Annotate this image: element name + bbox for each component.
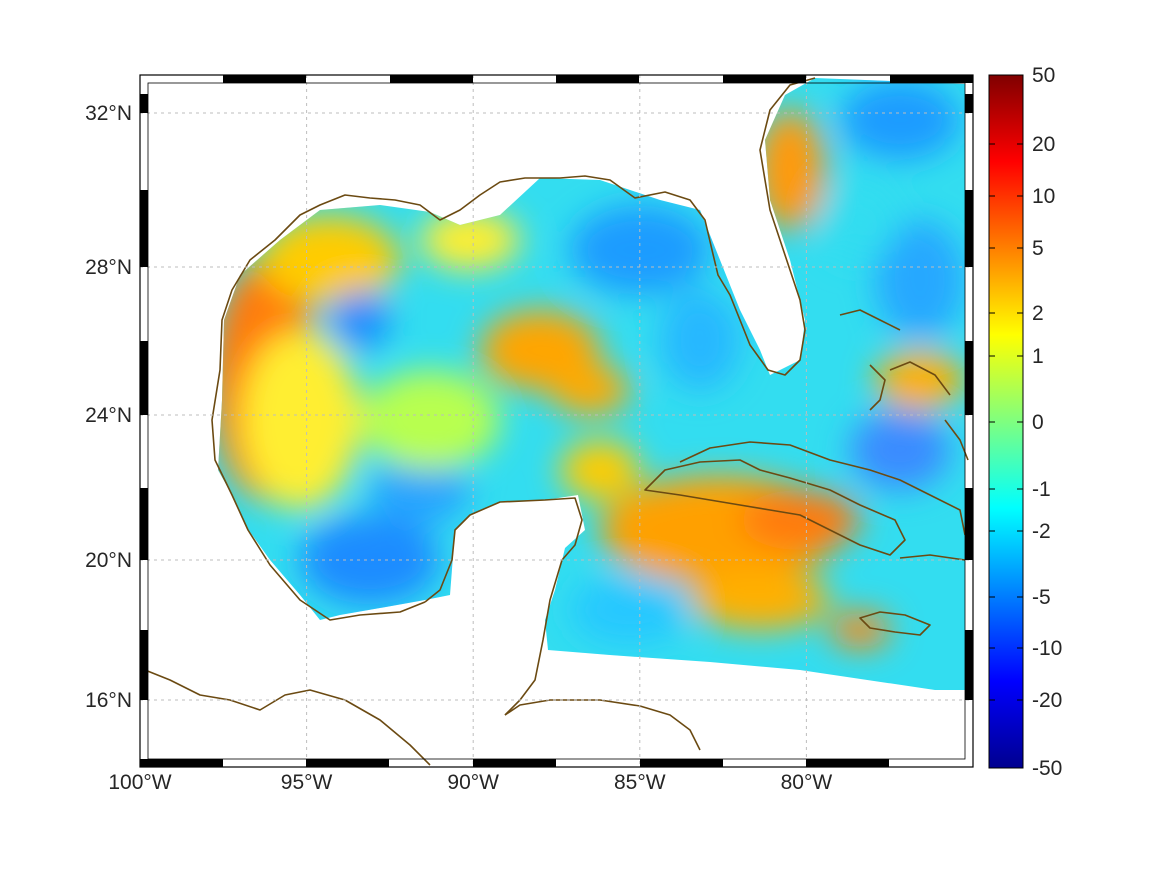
x-tick-label: 90°W: [447, 771, 499, 794]
y-tick-label: 32°N: [85, 102, 132, 125]
y-tick-label: 16°N: [85, 689, 132, 712]
x-axis-ticks: 100°W 95°W 90°W 85°W 80°W: [108, 771, 832, 794]
y-tick-label: 20°N: [85, 549, 132, 572]
y-tick-label: 24°N: [85, 404, 132, 427]
x-tick-label: 100°W: [108, 771, 171, 794]
colorbar-tick-label: -20: [1032, 689, 1062, 712]
colorbar-tick-label: -5: [1032, 586, 1051, 609]
colorbar-tick-label: 5: [1032, 237, 1044, 260]
y-axis-ticks: 32°N 28°N 24°N 20°N 16°N: [85, 102, 132, 712]
colorbar-tick-label: 10: [1032, 185, 1055, 208]
colorbar-tick-label: -50: [1032, 757, 1062, 780]
colorbar-tick-label: 50: [1032, 64, 1055, 87]
x-tick-label: 95°W: [281, 771, 333, 794]
x-tick-label: 85°W: [614, 771, 666, 794]
coastline: [140, 77, 969, 766]
colorbar-tick-label: -10: [1032, 637, 1062, 660]
colorbar-tick-label: 1: [1032, 345, 1044, 368]
colorbar-tick-label: 2: [1032, 302, 1044, 325]
colorbar-tick-label: -1: [1032, 478, 1051, 501]
x-tick-label: 80°W: [781, 771, 833, 794]
map-gridlines: [140, 75, 973, 767]
colorbar-tick-label: 0: [1032, 411, 1044, 434]
map-frame: [139, 74, 974, 768]
colorbar-tick-label: -2: [1032, 520, 1051, 543]
colorbar-tick-label: 20: [1032, 133, 1055, 156]
y-tick-label: 28°N: [85, 256, 132, 279]
